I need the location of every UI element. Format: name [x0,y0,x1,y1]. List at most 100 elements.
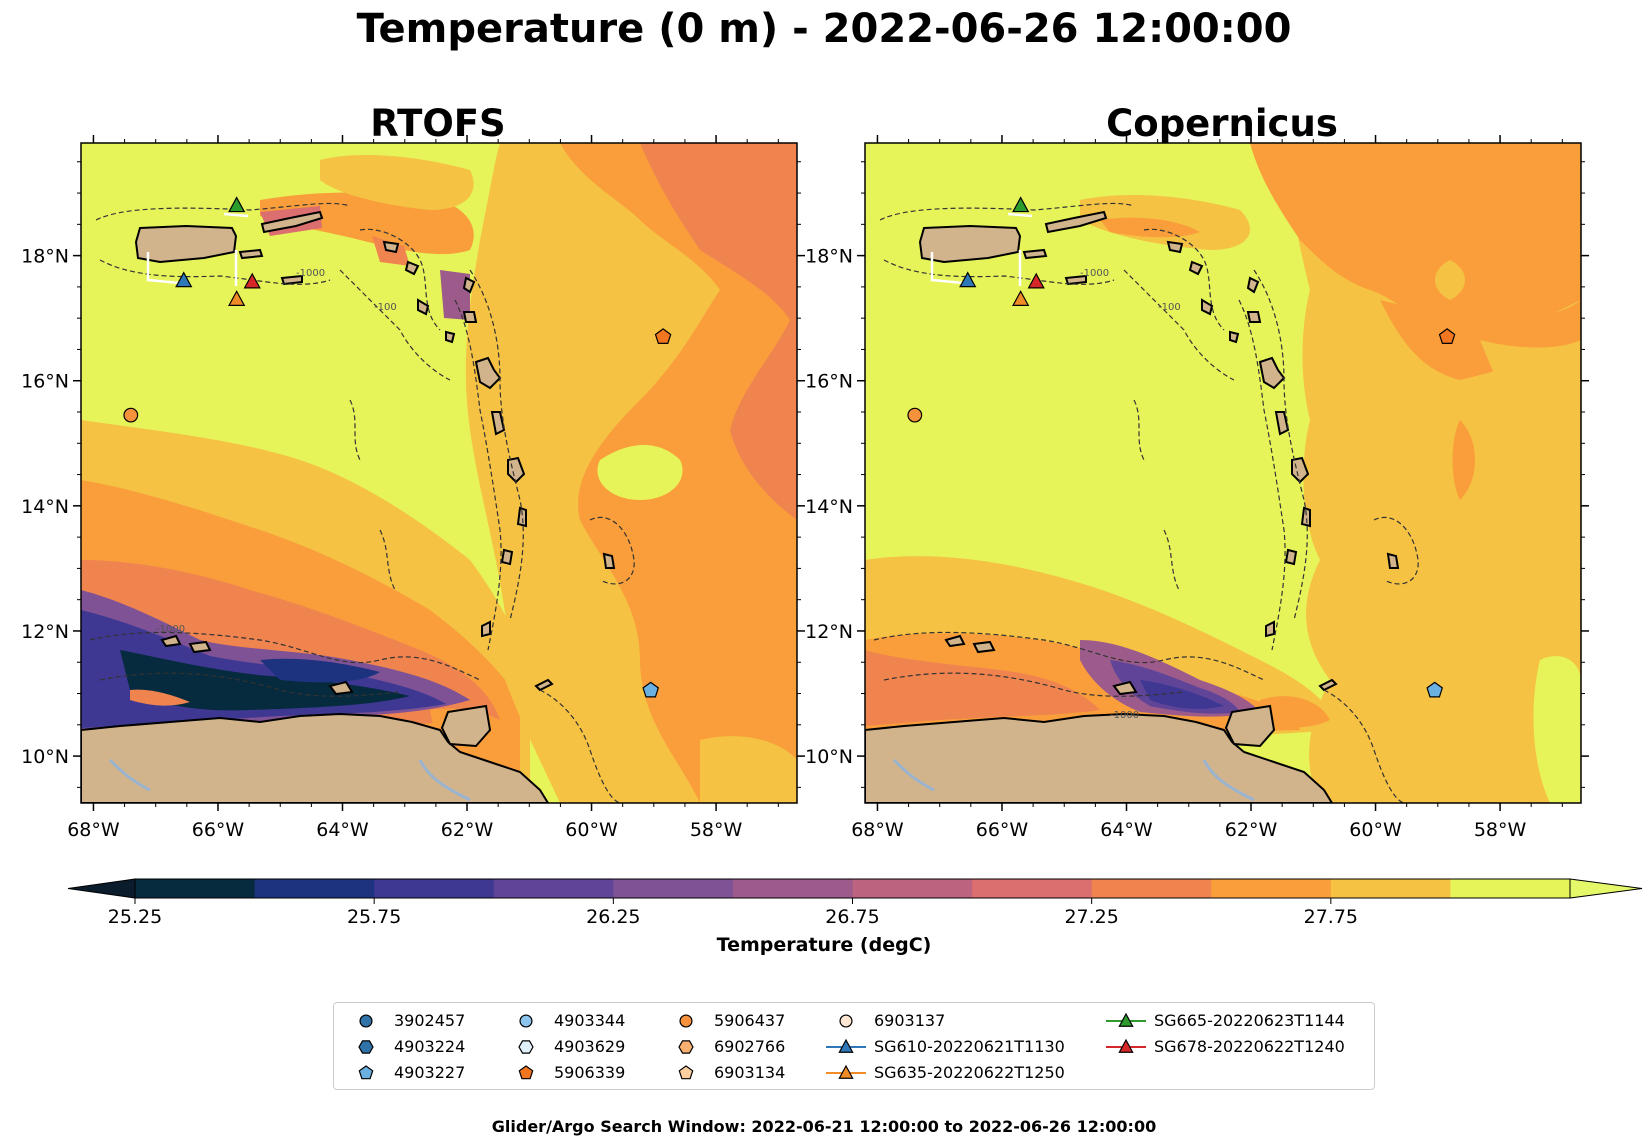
lat-tick-label: 18°N [805,246,853,268]
marker-4903227 [642,681,660,698]
colorbar-segment [1450,879,1571,898]
legend-marker [358,1065,374,1080]
legend-item: 5906437 [664,1007,785,1033]
colorbar-segment [972,879,1093,898]
legend-item: 6903134 [664,1059,785,1085]
marker-5906437 [907,407,923,423]
contour-label: -1000 [156,624,185,635]
triangle-marker-icon [1106,1012,1146,1027]
colorbar-segment [1330,879,1451,898]
legend-item: 6903137 [824,1007,945,1033]
search-window-text: Glider/Argo Search Window: 2022-06-21 12… [491,1117,1157,1136]
contour-label: -1000 [1110,710,1139,721]
legend-label: 5906437 [714,1010,786,1030]
legend-marker [1118,1038,1134,1053]
legend-item: 4903227 [344,1059,465,1085]
figure-title: Temperature (0 m) - 2022-06-26 12:00:00 [356,6,1292,52]
marker-SG678-20220622T1240 [243,272,261,289]
panel-title-rtofs: RTOFS [370,102,506,145]
lon-tick-label: 68°W [67,819,120,841]
colorbar-tick-label: 25.25 [107,906,163,928]
colorbar-segment [1091,879,1212,898]
triangle-marker-icon [826,1038,866,1053]
marker-SG635-20220622T1250 [1012,290,1030,306]
legend-marker [838,1038,854,1053]
contour-label: -100 [1158,302,1181,313]
legend-marker [519,1014,533,1028]
lon-tick-label: 66°W [976,819,1029,841]
colorbar [67,878,1643,904]
copernicus-map: -1000 -100 -1000 [865,143,1581,803]
circle-marker-icon [519,1014,533,1028]
legend-label: SG678-20220622T1240 [1154,1036,1345,1056]
colorbar-tick-label: 26.25 [586,906,641,928]
legend-label: 6902766 [714,1036,786,1056]
legend-label: 3902457 [394,1010,466,1030]
legend-label: 6903134 [714,1062,786,1082]
legend-label: 4903227 [394,1062,466,1082]
axis-ticks: 68°W 66°W 64°W 62°W 60°W 58°W 10°N 12°N 14°N 16°N… [21,135,1589,841]
legend-label: 4903629 [554,1036,626,1056]
legend-label: 4903344 [554,1010,626,1030]
legend-item: SG665-20220623T1144 [1104,1007,1345,1033]
legend-label: 4903224 [394,1036,466,1056]
colorbar-segment [493,879,614,898]
lon-tick-label: 68°W [851,819,904,841]
colorbar-segment [613,879,734,898]
contour-label: -1000 [296,268,325,279]
legend-marker [518,1040,534,1054]
legend-label: SG610-20220621T1130 [874,1036,1065,1056]
triangle-marker-icon [826,1064,866,1079]
lat-tick-label: 10°N [21,746,69,768]
triangle-marker-icon [1106,1038,1146,1053]
marker-5906339 [654,328,672,344]
legend-marker [839,1014,853,1028]
hexagon-marker-icon [678,1040,694,1054]
legend-marker [679,1014,693,1028]
contour-label: -100 [374,302,397,313]
rtofs-markers [123,196,672,698]
legend-marker [678,1040,694,1054]
marker-SG635-20220622T1250 [228,290,246,306]
legend-item: SG678-20220622T1240 [1104,1033,1345,1059]
lat-tick-label: 16°N [21,371,69,393]
colorbar-segment [732,879,853,898]
colorbar-min-arrow [67,878,136,899]
rtofs-map: -1000 -100 -1000 [81,143,797,803]
legend-marker [518,1065,534,1080]
lat-tick-label: 18°N [21,246,69,268]
legend-marker [838,1064,854,1079]
marker-4903227 [1426,681,1444,698]
lon-tick-label: 64°W [316,819,369,841]
colorbar-tick-label: 27.25 [1064,906,1119,928]
lon-tick-label: 64°W [1100,819,1153,841]
contour-label: -1000 [1080,268,1109,279]
legend-label: 6903137 [874,1010,946,1030]
legend-item: 4903344 [504,1007,625,1033]
lat-tick-label: 14°N [805,496,853,518]
legend-item: SG610-20220621T1130 [824,1033,1065,1059]
pentagon-marker-icon [518,1065,534,1080]
marker-SG610-20220621T1130 [959,271,977,288]
legend-item: 6902766 [664,1033,785,1059]
lon-tick-label: 66°W [192,819,245,841]
lat-tick-label: 16°N [805,371,853,393]
marker-SG665-20220623T1144 [228,196,246,213]
lon-tick-label: 58°W [690,819,743,841]
circle-marker-icon [359,1014,373,1028]
lon-tick-label: 60°W [565,819,618,841]
legend-item: SG635-20220622T1250 [824,1059,1065,1085]
colorbar-segment [852,879,973,898]
legend-item: 4903224 [344,1033,465,1059]
marker-SG610-20220621T1130 [175,271,193,288]
circle-marker-icon [679,1014,693,1028]
legend-label: SG665-20220623T1144 [1154,1010,1345,1030]
lat-tick-label: 14°N [21,496,69,518]
colorbar-tick-label: 26.75 [825,906,880,928]
lon-tick-label: 62°W [441,819,494,841]
colorbar-segment [374,879,495,898]
lat-tick-label: 12°N [805,621,853,643]
pentagon-marker-icon [678,1065,694,1080]
legend-label: 5906339 [554,1062,626,1082]
panel-title-copernicus: Copernicus [1106,102,1338,145]
